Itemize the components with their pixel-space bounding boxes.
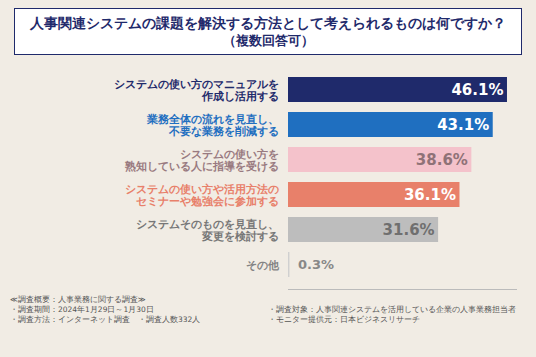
svg-text:システムの使い方のマニュアルを作成し活用する: システムの使い方のマニュアルを作成し活用する: [114, 78, 279, 104]
svg-text:46.1%: 46.1%: [451, 81, 503, 99]
html-text:・調査方法：インターネット調査: ・調査方法：インターネット調査: [10, 315, 130, 324]
svg-text:システムの使い方や活用方法のセミナーや勉強会に参加する: システムの使い方や活用方法のセミナーや勉強会に参加する: [125, 183, 279, 209]
html-text:・調査対象：人事関連システムを活用している企業の人事業務担当: ・調査対象：人事関連システムを活用している企業の人事業務担当者: [268, 305, 516, 314]
html-text:・調査人数332人: ・調査人数332人: [138, 315, 201, 324]
html-text:≪調査概要：人事業務に関する調査≫: ≪調査概要：人事業務に関する調査≫: [10, 295, 146, 304]
svg-text:43.1%: 43.1%: [437, 116, 489, 134]
svg-text:31.6%: 31.6%: [383, 221, 435, 239]
svg-text:0.3%: 0.3%: [298, 257, 334, 272]
svg-text:38.6%: 38.6%: [416, 151, 468, 169]
html-text:・調査期間：2024年1月29日～1月30日: ・調査期間：2024年1月29日～1月30日: [10, 305, 154, 314]
svg-text:システムそのものを見直し、変更を検討する: システムそのものを見直し、変更を検討する: [136, 218, 279, 244]
svg-text:業務全体の流れを見直し、不要な業務を削減する: 業務全体の流れを見直し、不要な業務を削減する: [146, 113, 279, 139]
html-text:（複数回答可）: （複数回答可）: [222, 33, 314, 48]
svg-text:システムの使い方を熟知している人に指導を受ける: システムの使い方を熟知している人に指導を受ける: [124, 148, 279, 174]
html-text:人事関連システムの課題を解決する方法として考えられるものは何: 人事関連システムの課題を解決する方法として考えられるものは何ですか？: [30, 15, 506, 31]
svg-text:その他: その他: [246, 259, 280, 272]
html-text:・モニター提供元：日本ビジネスリサーチ: ・モニター提供元：日本ビジネスリサーチ: [268, 315, 420, 324]
svg-text:36.1%: 36.1%: [404, 186, 456, 204]
